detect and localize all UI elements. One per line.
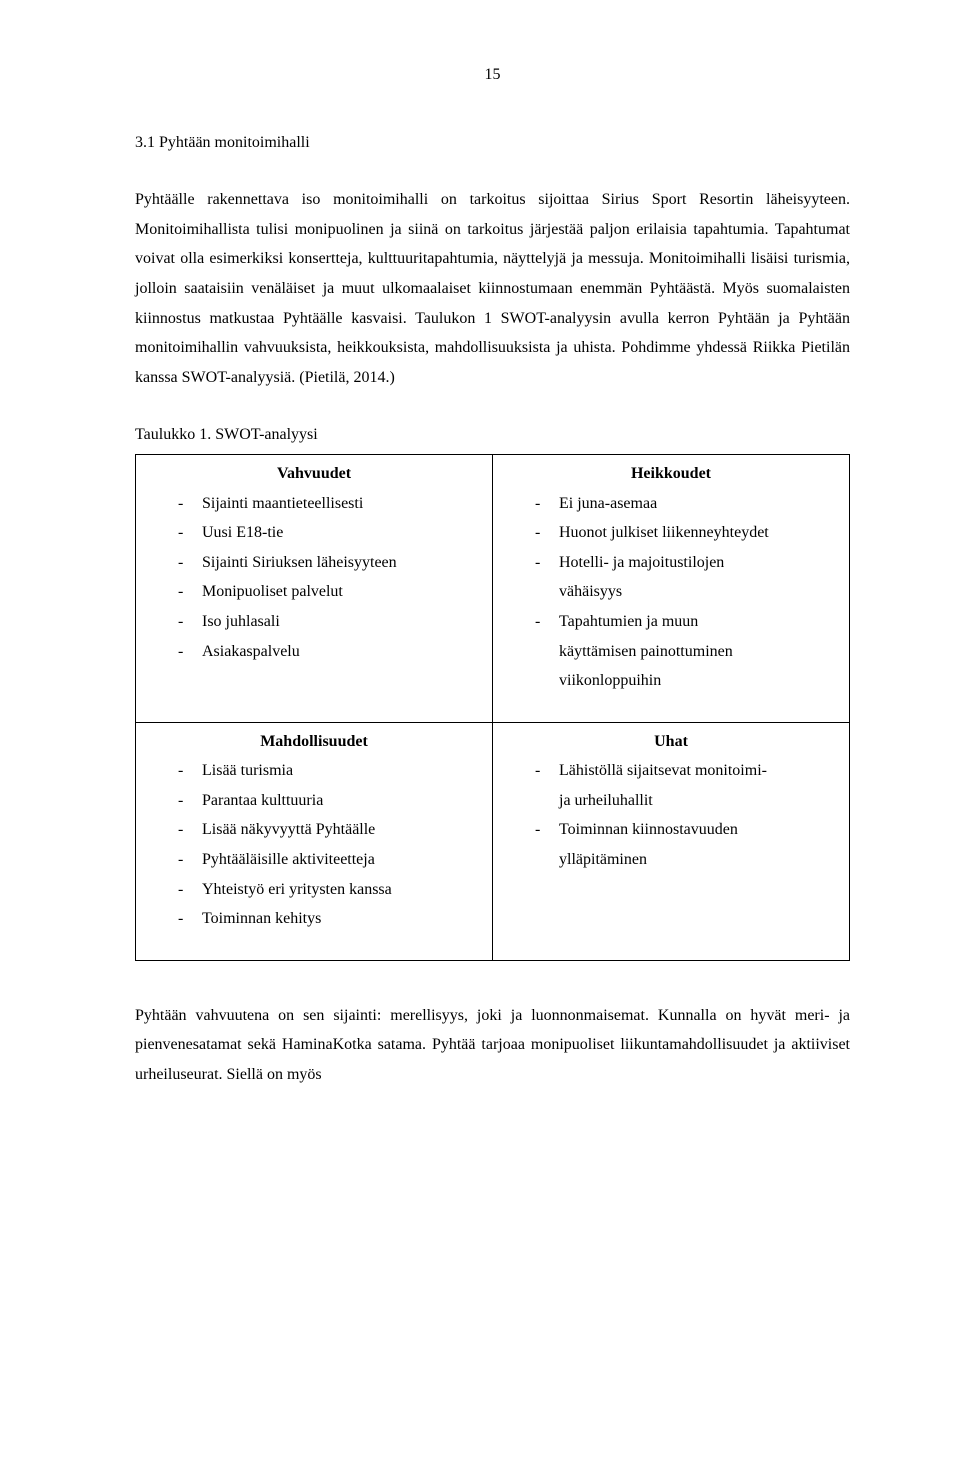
list-item-wrap: käyttämisen painottuminen xyxy=(535,637,835,667)
list-item: Uusi E18-tie xyxy=(178,518,478,548)
list-item: Toiminnan kiinnostavuuden xyxy=(535,815,835,845)
list-item: Lähistöllä sijaitsevat monitoimi- xyxy=(535,756,835,786)
list-item: Toiminnan kehitys xyxy=(178,904,478,934)
list-item: Sijainti Siriuksen läheisyyteen xyxy=(178,548,478,578)
list-item: Lisää näkyvyyttä Pyhtäälle xyxy=(178,815,478,845)
page-number: 15 xyxy=(135,60,850,90)
list-item: Ei juna-asemaa xyxy=(535,489,835,519)
strengths-list: Sijainti maantieteellisesti Uusi E18-tie… xyxy=(150,489,478,667)
opportunities-list: Lisää turismia Parantaa kulttuuria Lisää… xyxy=(150,756,478,934)
section-heading: 3.1 Pyhtään monitoimihalli xyxy=(135,128,850,158)
list-item: Lisää turismia xyxy=(178,756,478,786)
cell-title-strengths: Vahvuudet xyxy=(150,459,478,489)
swot-table: Vahvuudet Sijainti maantieteellisesti Uu… xyxy=(135,454,850,961)
weaknesses-list: Ei juna-asemaa Huonot julkiset liikenney… xyxy=(507,489,835,696)
list-item-wrap: ylläpitäminen xyxy=(535,845,835,875)
table-row: Vahvuudet Sijainti maantieteellisesti Uu… xyxy=(136,454,850,722)
list-item: Iso juhlasali xyxy=(178,607,478,637)
list-item: Monipuoliset palvelut xyxy=(178,577,478,607)
list-item: Pyhtääläisille aktiviteetteja xyxy=(178,845,478,875)
threats-list: Lähistöllä sijaitsevat monitoimi- ja urh… xyxy=(507,756,835,874)
list-item-wrap: ja urheiluhallit xyxy=(535,786,835,816)
cell-title-weaknesses: Heikkoudet xyxy=(507,459,835,489)
list-item: Hotelli- ja majoitustilojen xyxy=(535,548,835,578)
list-item-wrap: viikonloppuihin xyxy=(535,666,835,696)
table-row: Mahdollisuudet Lisää turismia Parantaa k… xyxy=(136,722,850,960)
list-item: Asiakaspalvelu xyxy=(178,637,478,667)
swot-strengths-cell: Vahvuudet Sijainti maantieteellisesti Uu… xyxy=(136,454,493,722)
list-item: Yhteistyö eri yritysten kanssa xyxy=(178,875,478,905)
list-item-wrap: vähäisyys xyxy=(535,577,835,607)
list-item: Parantaa kulttuuria xyxy=(178,786,478,816)
body-paragraph-2: Pyhtään vahvuutena on sen sijainti: mere… xyxy=(135,1001,850,1090)
list-item: Tapahtumien ja muun xyxy=(535,607,835,637)
cell-title-threats: Uhat xyxy=(507,727,835,757)
table-caption: Taulukko 1. SWOT-analyysi xyxy=(135,420,850,450)
list-item: Huonot julkiset liikenneyhteydet xyxy=(535,518,835,548)
cell-title-opportunities: Mahdollisuudet xyxy=(150,727,478,757)
swot-threats-cell: Uhat Lähistöllä sijaitsevat monitoimi- j… xyxy=(493,722,850,960)
body-paragraph-1: Pyhtäälle rakennettava iso monitoimihall… xyxy=(135,185,850,392)
swot-weaknesses-cell: Heikkoudet Ei juna-asemaa Huonot julkise… xyxy=(493,454,850,722)
swot-opportunities-cell: Mahdollisuudet Lisää turismia Parantaa k… xyxy=(136,722,493,960)
list-item: Sijainti maantieteellisesti xyxy=(178,489,478,519)
